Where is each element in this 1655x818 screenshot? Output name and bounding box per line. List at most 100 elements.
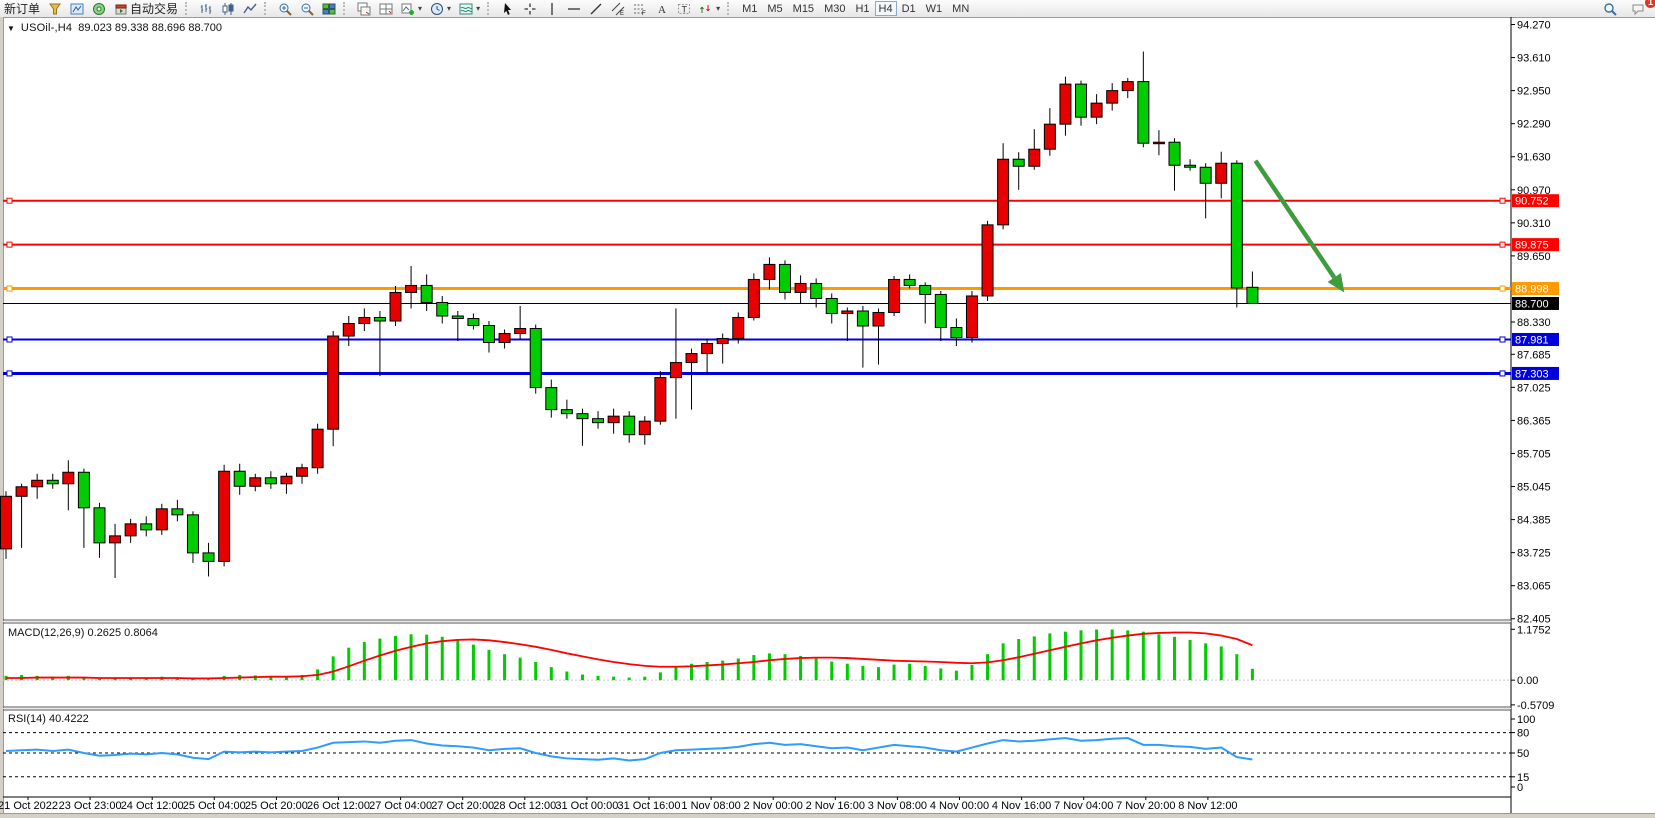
zoom-out-icon[interactable] <box>296 1 318 16</box>
svg-text:88.330: 88.330 <box>1517 317 1551 329</box>
svg-text:2 Nov 00:00: 2 Nov 00:00 <box>744 800 803 812</box>
svg-text:84.385: 84.385 <box>1517 515 1551 527</box>
crosshair-icon[interactable] <box>519 1 541 16</box>
new-order-button[interactable]: 新订单 <box>4 2 41 16</box>
price-axis[interactable]: 94.270 93.610 92.950 92.290 91.630 90.970 90.3… <box>1511 20 1551 626</box>
zoom-in-icon[interactable] <box>274 1 296 16</box>
toolbar-separator <box>343 2 350 15</box>
timeframe-h1-button[interactable]: H1 <box>855 2 870 15</box>
svg-text:82.405: 82.405 <box>1517 614 1551 626</box>
svg-text:88.700: 88.700 <box>1515 298 1549 310</box>
notifications-icon[interactable]: 1 <box>1627 0 1655 16</box>
svg-text:7 Nov 20:00: 7 Nov 20:00 <box>1116 800 1175 812</box>
svg-text:87.025: 87.025 <box>1517 382 1551 394</box>
svg-text:93.610: 93.610 <box>1517 53 1551 65</box>
timeframe-m1-button[interactable]: M1 <box>742 2 758 15</box>
timeframe-h4-button[interactable]: H4 <box>874 1 897 16</box>
time-axis[interactable]: 21 Oct 2022 23 Oct 23:00 24 Oct 12:00 25 Oc… <box>0 797 1238 812</box>
svg-text:27 Oct 20:00: 27 Oct 20:00 <box>431 800 494 812</box>
bar-chart-icon[interactable] <box>195 1 217 16</box>
svg-text:89.650: 89.650 <box>1517 251 1551 263</box>
tiles-icon[interactable] <box>318 1 340 16</box>
vline-icon[interactable] <box>541 1 563 16</box>
search-icon[interactable] <box>1599 1 1621 16</box>
svg-text:3 Nov 08:00: 3 Nov 08:00 <box>868 800 927 812</box>
svg-text:90.752: 90.752 <box>1515 196 1549 208</box>
svg-text:7 Nov 04:00: 7 Nov 04:00 <box>1054 800 1113 812</box>
chart-window-icon[interactable] <box>66 1 88 16</box>
svg-text:1.1752: 1.1752 <box>1517 624 1551 636</box>
svg-text:T: T <box>682 4 688 14</box>
svg-text:87.685: 87.685 <box>1517 349 1551 361</box>
candles <box>0 51 1259 578</box>
radio-icon[interactable] <box>88 1 110 16</box>
symbol-dropdown-icon[interactable]: ▼ <box>7 23 15 33</box>
svg-text:31 Oct 00:00: 31 Oct 00:00 <box>555 800 618 812</box>
svg-text:A: A <box>658 4 666 16</box>
timeframe-d1-button[interactable]: D1 <box>901 2 916 15</box>
svg-text:2 Nov 16:00: 2 Nov 16:00 <box>806 800 865 812</box>
svg-text:4 Nov 16:00: 4 Nov 16:00 <box>992 800 1051 812</box>
ohlc-values: 89.023 89.338 88.696 88.700 <box>78 22 222 34</box>
add-indicator-icon[interactable]: ▾ <box>397 1 426 16</box>
svg-text:F: F <box>642 11 646 16</box>
arrows-icon[interactable]: ▾ <box>695 1 724 16</box>
text-icon[interactable]: A <box>651 1 673 16</box>
timeframe-m15-button[interactable]: M15 <box>792 2 815 15</box>
svg-text:25 Oct 20:00: 25 Oct 20:00 <box>245 800 308 812</box>
clock-icon[interactable]: ▾ <box>426 1 455 16</box>
svg-text:89.875: 89.875 <box>1515 240 1549 252</box>
fibo-icon[interactable]: F <box>629 1 651 16</box>
template-icon[interactable]: ▾ <box>455 1 484 16</box>
macd-pane: 1.1752 0.00 -0.5709 <box>3 624 1554 712</box>
trendline-icon[interactable] <box>585 1 607 16</box>
timeframe-m5-button[interactable]: M5 <box>767 2 783 15</box>
svg-text:100: 100 <box>1517 714 1535 726</box>
svg-text:28 Oct 12:00: 28 Oct 12:00 <box>493 800 556 812</box>
svg-text:90.970: 90.970 <box>1517 185 1551 197</box>
toolbar-separator <box>487 2 494 15</box>
notification-badge: 1 <box>1645 0 1655 8</box>
candlestick-icon[interactable] <box>217 1 239 16</box>
timeframe-m30-button[interactable]: M30 <box>824 2 846 15</box>
svg-text:8 Nov 12:00: 8 Nov 12:00 <box>1178 800 1237 812</box>
svg-text:83.725: 83.725 <box>1517 548 1551 560</box>
svg-text:0.00: 0.00 <box>1517 675 1538 687</box>
timeframe-w1-button[interactable]: W1 <box>925 2 943 15</box>
svg-text:23 Oct 23:00: 23 Oct 23:00 <box>59 800 122 812</box>
svg-text:85.045: 85.045 <box>1517 482 1551 494</box>
hline-icon[interactable] <box>563 1 585 16</box>
line-chart-icon[interactable] <box>239 1 261 16</box>
svg-text:1 Nov 08:00: 1 Nov 08:00 <box>681 800 740 812</box>
layout-tile-icon[interactable] <box>375 1 397 16</box>
rsi-label: RSI(14) 40.4222 <box>8 713 89 725</box>
svg-text:15: 15 <box>1517 772 1529 784</box>
label-icon[interactable]: T <box>673 1 695 16</box>
svg-text:27 Oct 04:00: 27 Oct 04:00 <box>369 800 432 812</box>
macd-label: MACD(12,26,9) 0.2625 0.8064 <box>8 627 158 639</box>
svg-text:83.065: 83.065 <box>1517 581 1551 593</box>
funnel-icon[interactable] <box>44 1 66 16</box>
svg-text:25 Oct 04:00: 25 Oct 04:00 <box>183 800 246 812</box>
svg-text:92.950: 92.950 <box>1517 86 1551 98</box>
channel-icon[interactable]: E <box>607 1 629 16</box>
svg-text:4 Nov 00:00: 4 Nov 00:00 <box>930 800 989 812</box>
symbol-period: USOil-,H4 <box>20 22 73 34</box>
svg-text:21 Oct 2022: 21 Oct 2022 <box>0 800 58 812</box>
timeframe-mn-button[interactable]: MN <box>952 2 970 15</box>
svg-text:80: 80 <box>1517 728 1529 740</box>
svg-text:86.365: 86.365 <box>1517 415 1551 427</box>
chart-frame <box>0 17 1655 813</box>
rsi-pane: 100 80 50 150 <box>3 714 1535 794</box>
svg-text:24 Oct 12:00: 24 Oct 12:00 <box>121 800 184 812</box>
autotrading-button[interactable]: 自动交易 <box>110 1 182 16</box>
chart-title[interactable]: ▼ USOil-,H4 89.023 89.338 88.696 88.700 <box>7 22 222 34</box>
chart-area[interactable]: 94.270 93.610 92.950 92.290 91.630 90.970 90.3… <box>0 17 1655 813</box>
trend-arrow-annotation[interactable] <box>1253 159 1345 293</box>
layout-cascade-icon[interactable] <box>353 1 375 16</box>
svg-text:88.998: 88.998 <box>1515 284 1549 296</box>
cursor-icon[interactable] <box>497 1 519 16</box>
svg-text:31 Oct 16:00: 31 Oct 16:00 <box>618 800 681 812</box>
